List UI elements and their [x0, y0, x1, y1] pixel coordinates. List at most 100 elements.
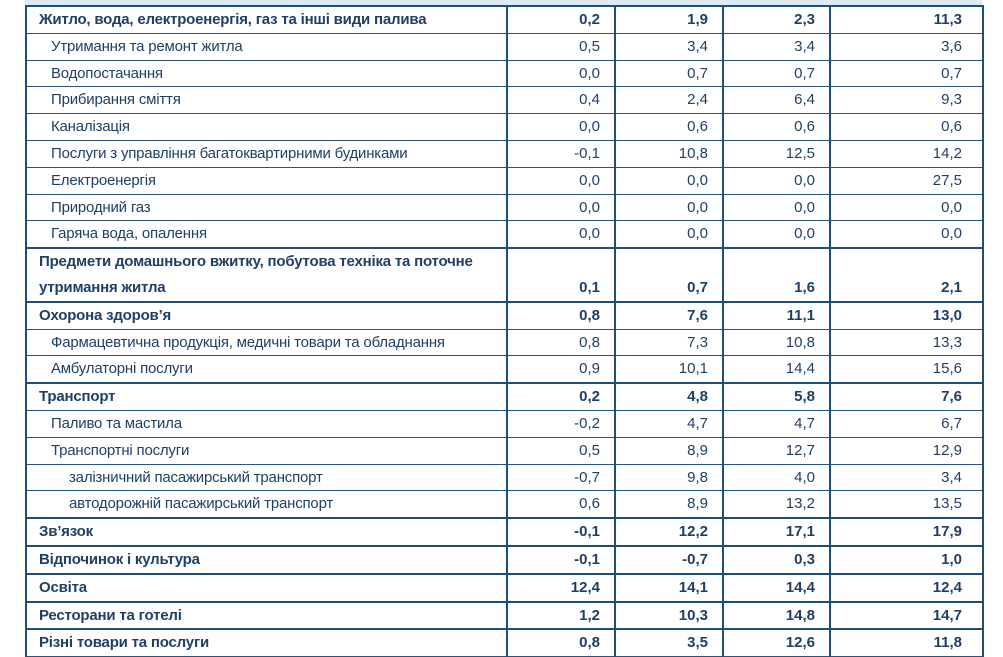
row-label: Предмети домашнього вжитку, побутова тех…: [25, 247, 508, 303]
row-value: 0,0: [506, 166, 616, 195]
row-value: 17,1: [722, 517, 831, 547]
row-value: 5,8: [722, 382, 831, 411]
row-value: 8,9: [614, 436, 724, 465]
row-value: 11,1: [722, 300, 831, 330]
table-row: Предмети домашнього вжитку, побутова тех…: [25, 247, 984, 303]
row-value: 14,4: [722, 572, 831, 603]
row-value: 10,1: [614, 355, 724, 384]
row-value: 14,8: [722, 600, 831, 630]
table-row: Різні товари та послуги 0,8 3,5 12,6 11,8: [25, 628, 984, 657]
row-value: 1,9: [614, 4, 724, 34]
table-row: Транспорт 0,2 4,8 5,8 7,6: [25, 382, 984, 411]
row-value: 0,3: [722, 544, 831, 575]
row-value: 0,5: [506, 32, 616, 61]
row-label: Ресторани та готелі: [25, 600, 508, 630]
table-row: Відпочинок і культура -0,1 -0,7 0,3 1,0: [25, 544, 984, 575]
row-value: 3,6: [829, 32, 984, 61]
row-value: 0,2: [506, 4, 616, 34]
row-value: 0,0: [506, 113, 616, 141]
row-value: 0,0: [722, 166, 831, 195]
row-value: 12,4: [506, 572, 616, 603]
table-row: залізничний пасажирський транспорт -0,7 9,…: [25, 463, 984, 492]
row-value: 1,2: [506, 600, 616, 630]
row-value: 0,0: [506, 59, 616, 88]
row-value: 3,4: [614, 32, 724, 61]
row-value: 12,9: [829, 436, 984, 465]
row-value: 0,0: [506, 220, 616, 249]
row-label: Водопостачання: [25, 59, 508, 88]
table-row: Гаряча вода, опалення 0,0 0,0 0,0 0,0: [25, 220, 984, 249]
table-row: Транспортні послуги 0,5 8,9 12,7 12,9: [25, 436, 984, 465]
row-value: 6,7: [829, 409, 984, 438]
row-value: 0,0: [614, 220, 724, 249]
row-value: 14,1: [614, 572, 724, 603]
row-value: 7,6: [614, 300, 724, 330]
row-value: 0,0: [722, 193, 831, 222]
row-value: 3,5: [614, 628, 724, 657]
row-value: 13,0: [829, 300, 984, 330]
row-value: 2,3: [722, 4, 831, 34]
row-value: 13,3: [829, 328, 984, 357]
table-row: Каналізація 0,0 0,6 0,6 0,6: [25, 113, 984, 141]
table-row: Водопостачання 0,0 0,7 0,7 0,7: [25, 59, 984, 88]
row-value: 0,6: [614, 113, 724, 141]
row-label: Освіта: [25, 572, 508, 603]
row-value: 0,0: [614, 193, 724, 222]
row-value: 11,3: [829, 4, 984, 34]
table-row: Житло, вода, електроенергія, газ та інші…: [25, 4, 984, 34]
row-label: Паливо та мастила: [25, 409, 508, 438]
row-value: 27,5: [829, 166, 984, 195]
row-value: 0,6: [722, 113, 831, 141]
row-value: -0,1: [506, 517, 616, 547]
row-label: Природний газ: [25, 193, 508, 222]
row-value: 10,8: [722, 328, 831, 357]
row-value: 9,8: [614, 463, 724, 492]
row-value: 12,4: [829, 572, 984, 603]
row-value: 3,4: [829, 463, 984, 492]
row-label: Житло, вода, електроенергія, газ та інші…: [25, 4, 508, 34]
table-row: Амбулаторні послуги 0,9 10,1 14,4 15,6: [25, 355, 984, 384]
row-value: 6,4: [722, 86, 831, 115]
row-value: 4,7: [722, 409, 831, 438]
row-value: 17,9: [829, 517, 984, 547]
row-value: 0,0: [614, 166, 724, 195]
row-value: 11,8: [829, 628, 984, 657]
table-row: Природний газ 0,0 0,0 0,0 0,0: [25, 193, 984, 222]
row-value: 4,7: [614, 409, 724, 438]
row-label: Каналізація: [25, 113, 508, 141]
row-value: 0,0: [829, 193, 984, 222]
table-row: Прибирання сміття 0,4 2,4 6,4 9,3: [25, 86, 984, 115]
table-row: Охорона здоров’я 0,8 7,6 11,1 13,0: [25, 300, 984, 330]
row-value: 0,8: [506, 628, 616, 657]
row-value: 0,0: [722, 220, 831, 249]
row-value: 10,8: [614, 139, 724, 168]
row-label: Утримання та ремонт житла: [25, 32, 508, 61]
row-value: 14,7: [829, 600, 984, 630]
row-value: 0,7: [614, 247, 724, 303]
row-value: 0,5: [506, 436, 616, 465]
row-value: 1,6: [722, 247, 831, 303]
row-label: Охорона здоров’я: [25, 300, 508, 330]
row-value: 2,1: [829, 247, 984, 303]
row-label: автодорожній пасажирський транспорт: [25, 490, 508, 519]
row-label: Прибирання сміття: [25, 86, 508, 115]
row-label: Електроенергія: [25, 166, 508, 195]
row-value: 7,6: [829, 382, 984, 411]
row-label: залізничний пасажирський транспорт: [25, 463, 508, 492]
row-value: 0,4: [506, 86, 616, 115]
row-label: Транспортні послуги: [25, 436, 508, 465]
row-value: -0,7: [506, 463, 616, 492]
row-value: 0,1: [506, 247, 616, 303]
table-row: Ресторани та готелі 1,2 10,3 14,8 14,7: [25, 600, 984, 630]
row-value: 7,3: [614, 328, 724, 357]
row-value: 13,5: [829, 490, 984, 519]
row-value: 12,2: [614, 517, 724, 547]
row-label: Зв’язок: [25, 517, 508, 547]
row-value: 0,7: [829, 59, 984, 88]
row-label: Фармацевтична продукція, медичні товари …: [25, 328, 508, 357]
row-value: 13,2: [722, 490, 831, 519]
table-row: Послуги з управління багатоквартирними б…: [25, 139, 984, 168]
row-value: 0,6: [829, 113, 984, 141]
row-value: 4,0: [722, 463, 831, 492]
table-row: Освіта 12,4 14,1 14,4 12,4: [25, 572, 984, 603]
